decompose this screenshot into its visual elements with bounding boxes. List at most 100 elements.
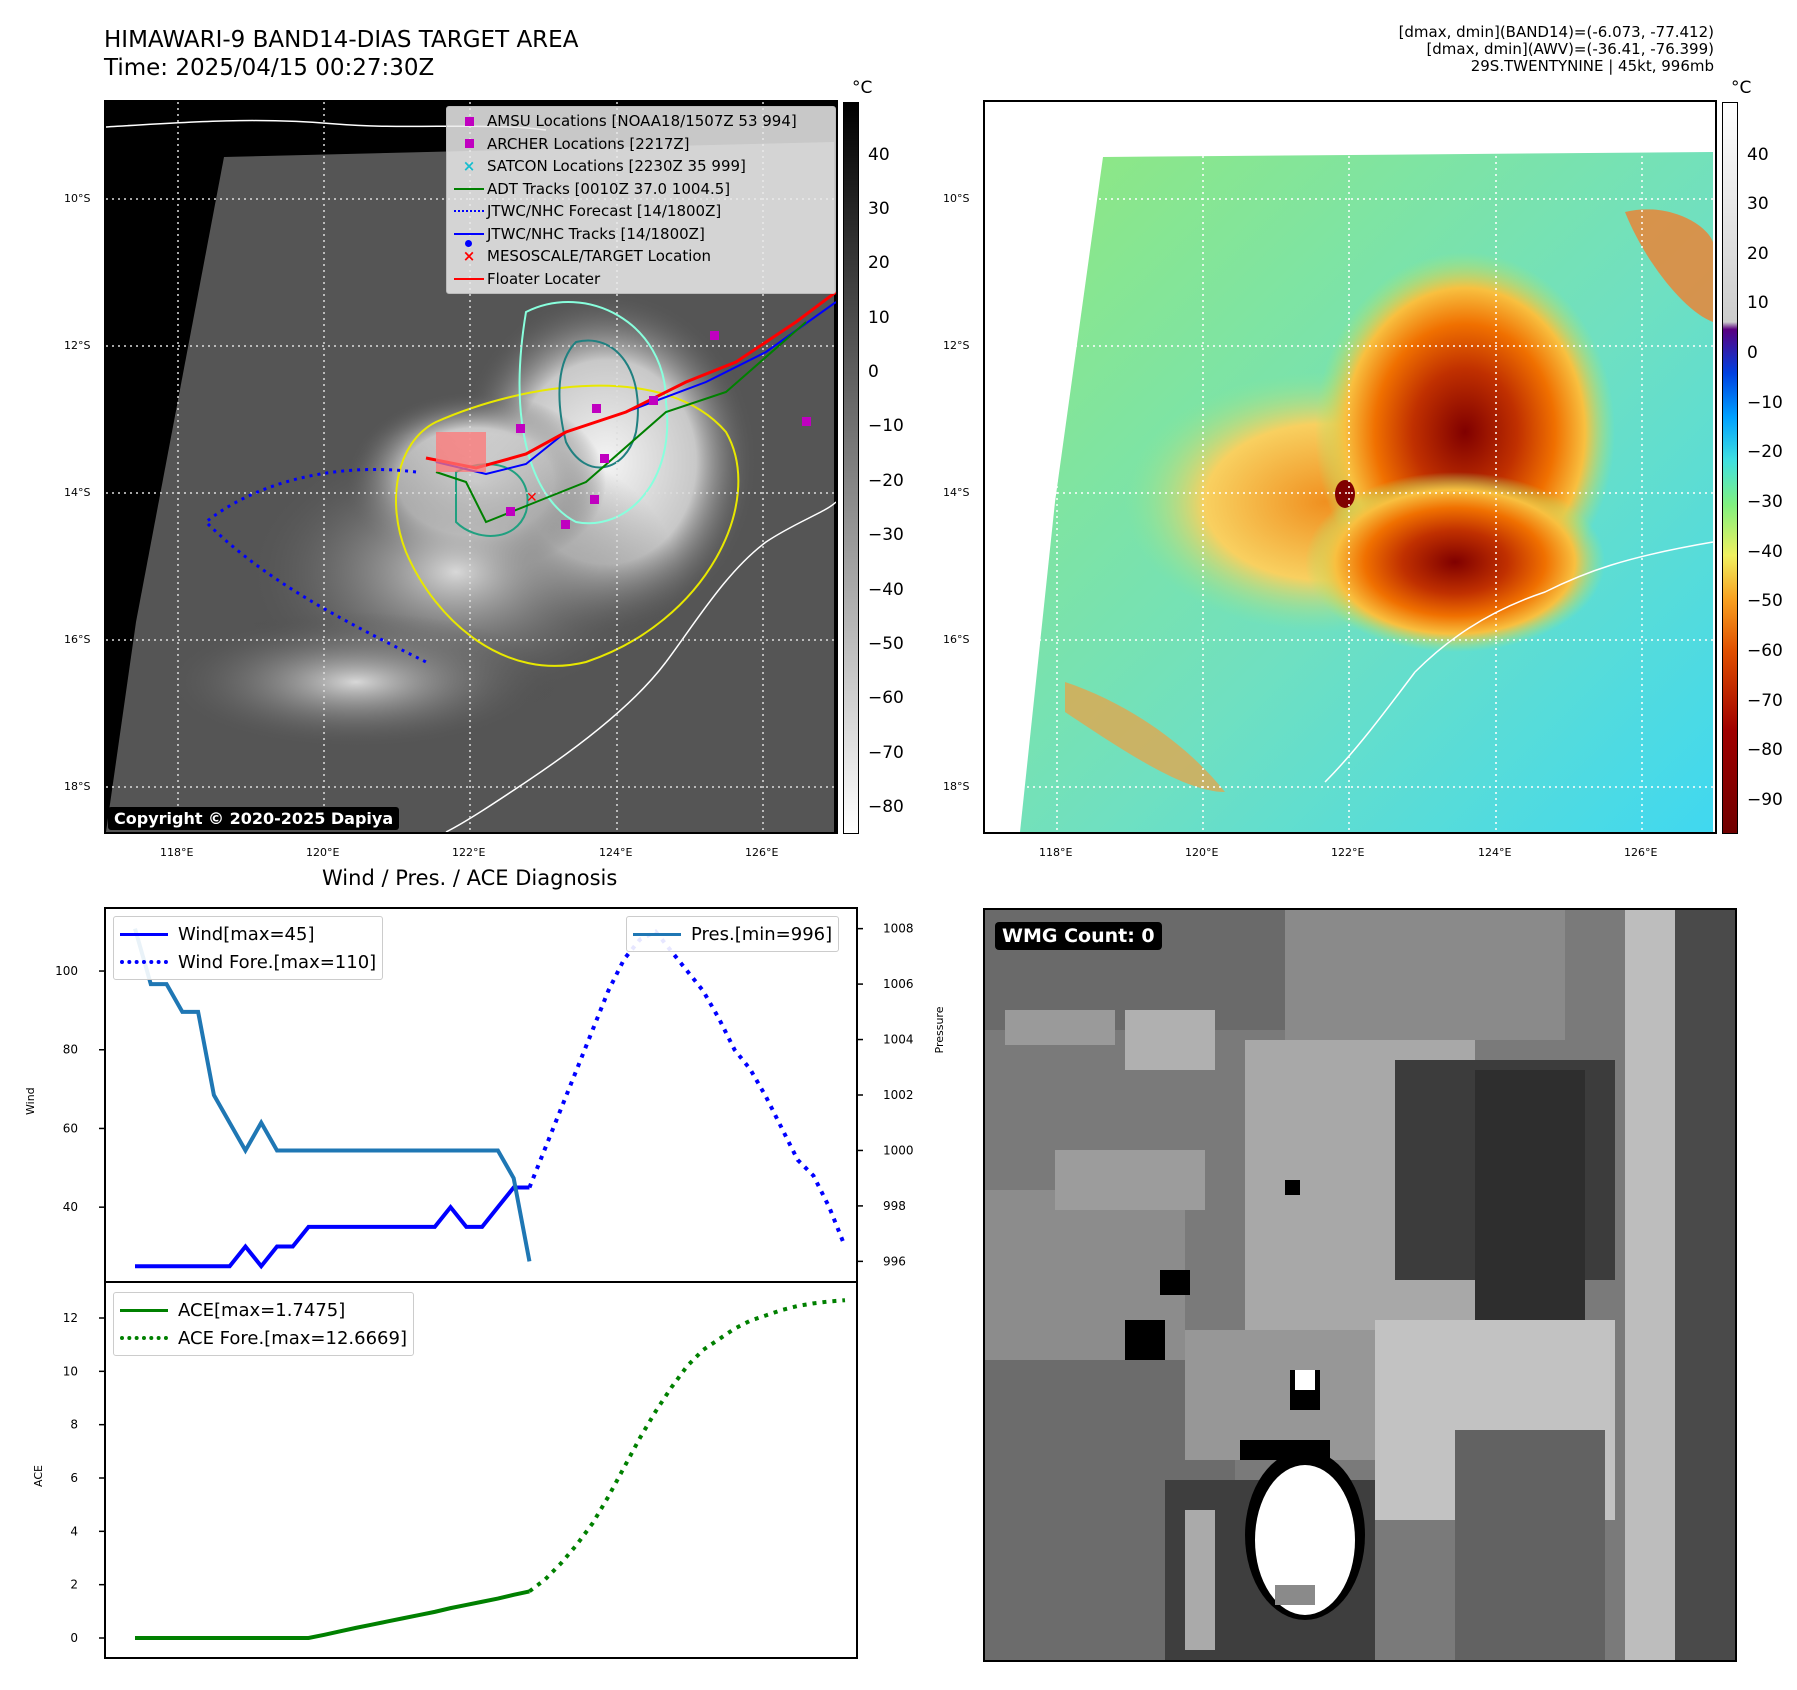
ir-colorbar (843, 102, 859, 834)
wmg-black-pixel (1160, 1270, 1190, 1295)
colored-colorbar-tick-3: 10 (1747, 293, 1769, 314)
wind-fore-legend-label: Wind Fore.[max=110] (178, 951, 377, 973)
line-icon (454, 277, 484, 280)
dotted-line-icon (120, 1336, 168, 1340)
ir-lon-124e: 124°E (599, 846, 633, 859)
color-lat-12s: 12°S (943, 339, 970, 352)
wmg-block (1005, 1010, 1115, 1045)
legend-row-floater: Floater Locater (451, 268, 835, 291)
series-pres-line (133, 928, 532, 1262)
color-lon-126e: 126°E (1624, 846, 1658, 859)
pressure-legend-row: Pres.[min=996] (633, 920, 832, 948)
color-lon-120e: 120°E (1185, 846, 1219, 859)
ace-axis-label: ACE (32, 1465, 45, 1487)
colored-colorbar-tick-6: −20 (1747, 442, 1783, 463)
color-lon-122e: 122°E (1331, 846, 1365, 859)
solid-line-icon (120, 932, 168, 936)
colored-map-panel[interactable] (983, 100, 1717, 834)
ir-colorbar-unit: °C (852, 78, 873, 98)
color-lat-18s: 18°S (943, 780, 970, 793)
ace-ytick-label-5: 10 (63, 1364, 78, 1378)
legend-label: JTWC/NHC Forecast [14/1800Z] (487, 202, 722, 221)
ir-colorbar-tick-3: 10 (868, 307, 890, 328)
storm-meta: [dmax, dmin](BAND14)=(-6.073, -77.412) [… (1399, 24, 1714, 75)
line-dot-icon (454, 232, 484, 235)
colored-map-svg (985, 102, 1715, 832)
legend-label: JTWC/NHC Tracks [14/1800Z] (487, 224, 705, 243)
wmg-ring (1185, 1510, 1215, 1650)
wmg-white-pixel (1295, 1370, 1315, 1390)
colored-colorbar-tick-0: 40 (1747, 144, 1769, 165)
pressure-ytick-label-5: 1006 (883, 977, 914, 991)
colored-colorbar-tick-13: −90 (1747, 789, 1783, 810)
color-lon-124e: 124°E (1478, 846, 1512, 859)
ir-lat-18s: 18°S (64, 780, 91, 793)
ir-legend: AMSU Locations [NOAA18/1507Z 53 994] ARC… (446, 106, 836, 294)
title-line-1: HIMAWARI-9 BAND14-DIAS TARGET AREA (104, 27, 579, 53)
ir-lon-118e: 118°E (160, 846, 194, 859)
ir-colorbar-tick-7: −30 (868, 525, 904, 546)
storm-eye (1335, 480, 1355, 508)
colored-colorbar-tick-5: −10 (1747, 392, 1783, 413)
colored-colorbar-tick-10: −60 (1747, 640, 1783, 661)
ir-colorbar-tick-0: 40 (868, 144, 890, 165)
wmg-block (1285, 910, 1565, 1040)
ace-legend-row: ACE[max=1.7475] (120, 1296, 407, 1324)
square-marker-icon (464, 116, 474, 126)
wmg-block (1185, 1330, 1375, 1460)
ace-ytick-label-6: 12 (63, 1311, 78, 1325)
color-lat-10s: 10°S (943, 192, 970, 205)
cloud-ne (1625, 209, 1713, 322)
colored-colorbar-tick-2: 20 (1747, 243, 1769, 264)
coastline-kimberley (445, 661, 667, 832)
legend-row-amsu: AMSU Locations [NOAA18/1507Z 53 994] (451, 110, 835, 133)
colored-colorbar-tick-8: −40 (1747, 541, 1783, 562)
ir-colorbar-tick-6: −20 (868, 470, 904, 491)
ir-colorbar-tick-1: 30 (868, 198, 890, 219)
ace-legend: ACE[max=1.7475] ACE Fore.[max=12.6669] (113, 1292, 414, 1356)
pressure-ytick-label-1: 998 (883, 1199, 906, 1213)
series-ace-fore-line (528, 1298, 846, 1593)
series-windline (135, 1185, 530, 1270)
pressure-legend-label: Pres.[min=996] (691, 923, 833, 945)
ir-map-panel[interactable]: ✕ AMSU Locations [NOAA18/1507Z 53 994] A… (104, 100, 838, 834)
wmg-count-badge: WMG Count: 0 (995, 922, 1162, 950)
ace-ytick-label-3: 6 (70, 1471, 78, 1485)
target-box (436, 432, 486, 472)
meta-line-3: 29S.TWENTYNINE | 45kt, 996mb (1470, 57, 1714, 75)
colored-colorbar-tick-9: −50 (1747, 591, 1783, 612)
pressure-ytick-label-2: 1000 (883, 1143, 914, 1157)
wind-ytick-label-0: 40 (63, 1200, 78, 1214)
wmg-block (1455, 1430, 1605, 1660)
ir-lon-120e: 120°E (306, 846, 340, 859)
contour-teal (558, 339, 639, 469)
legend-row-satcon: × SATCON Locations [2230Z 35 999] (451, 155, 835, 178)
wmg-block (1055, 1150, 1205, 1210)
legend-row-adt: ADT Tracks [0010Z 37.0 1004.5] (451, 178, 835, 201)
title-line-2: Time: 2025/04/15 00:27:30Z (104, 55, 435, 81)
target-location-marker: ✕ (526, 490, 538, 506)
pressure-legend: Pres.[min=996] (626, 916, 840, 952)
legend-label: AMSU Locations [NOAA18/1507Z 53 994] (487, 112, 797, 131)
ace-legend-label: ACE[max=1.7475] (178, 1299, 346, 1321)
ir-colorbar-tick-10: −60 (868, 688, 904, 709)
ir-colorbar-tick-11: −70 (868, 742, 904, 763)
colored-colorbar-tick-7: −30 (1747, 492, 1783, 513)
wmg-eye (1255, 1465, 1355, 1615)
jtwc-forecast-track (203, 467, 427, 664)
ir-map-svg: ✕ (106, 102, 836, 832)
series-aceline (135, 1589, 530, 1640)
ir-colorbar-tick-2: 20 (868, 253, 890, 274)
legend-label: ARCHER Locations [2217Z] (487, 134, 690, 153)
ir-colorbar-tick-9: −50 (868, 634, 904, 655)
color-lon-118e: 118°E (1039, 846, 1073, 859)
coastline-australia (665, 501, 836, 663)
ir-colorbar-tick-5: −10 (868, 416, 904, 437)
ace-ytick-label-4: 8 (70, 1418, 78, 1432)
adt-track (435, 321, 807, 524)
coastline-australia-colored (1414, 541, 1714, 673)
wmg-panel[interactable]: WMG Count: 0 (983, 908, 1737, 1662)
ir-lon-126e: 126°E (745, 846, 779, 859)
ir-lon-122e: 122°E (452, 846, 486, 859)
